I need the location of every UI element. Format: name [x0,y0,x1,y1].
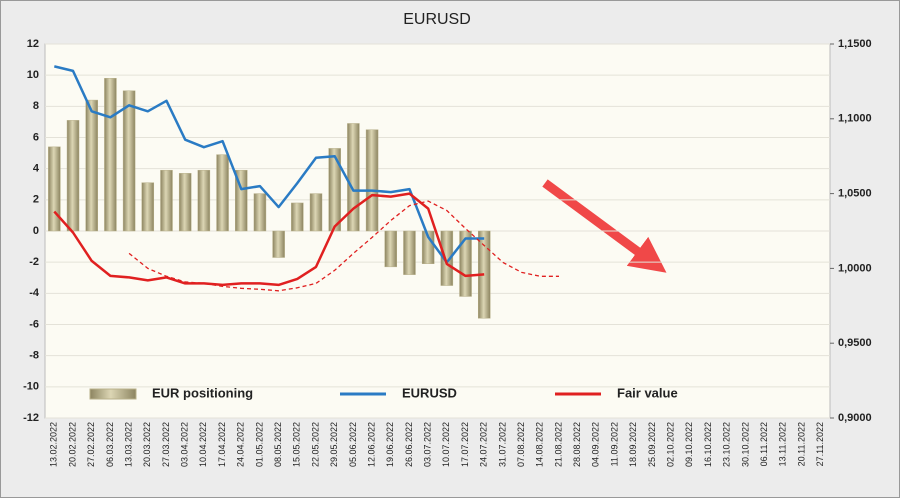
x-tick-label: 27.11.2022 [815,422,825,466]
x-tick-label: 12.06.2022 [366,422,376,467]
y-tick-label: -4 [29,287,40,299]
chart-title: EURUSD [403,11,471,28]
y2-tick-label: 1,0500 [838,188,872,200]
bar [235,169,248,232]
x-tick-label: 13.11.2022 [778,422,788,466]
bar [328,148,341,232]
x-tick-label: 03.04.2022 [180,422,190,467]
bar [347,123,360,232]
bar [85,99,98,232]
x-tick-label: 04.09.2022 [591,422,601,467]
x-tick-label: 06.11.2022 [759,422,769,466]
x-tick-label: 30.10.2022 [740,422,750,467]
x-tick-label: 05.06.2022 [348,422,358,467]
x-tick-label: 02.10.2022 [666,422,676,467]
bar [216,154,229,232]
bar [421,230,435,264]
x-tick-label: 06.03.2022 [105,422,115,467]
bar [253,193,267,232]
x-tick-label: 03.07.2022 [423,422,433,467]
bar [309,193,323,232]
x-tick-label: 24.04.2022 [236,422,246,467]
x-tick-label: 26.06.2022 [404,422,414,467]
x-tick-label: 23.10.2022 [722,422,732,467]
bar [178,173,192,232]
x-tick-label: 24.07.2022 [479,422,489,467]
x-tick-label: 16.10.2022 [703,422,713,467]
bar [291,202,304,232]
x-tick-label: 31.07.2022 [497,422,507,467]
y-tick-label: -6 [29,318,39,330]
y-tick-label: 6 [33,131,39,143]
y2-tick-label: 1,0000 [838,262,872,274]
x-tick-label: 22.05.2022 [310,422,320,467]
bar [197,169,211,232]
y-tick-label: -2 [29,256,39,268]
line-series [128,200,559,292]
x-tick-label: 20.02.2022 [67,422,77,467]
bar [48,146,61,232]
x-tick-label: 10.07.2022 [441,422,451,467]
y2-tick-label: 1,1000 [838,113,872,125]
bar [403,230,416,275]
x-tick-label: 07.08.2022 [516,422,526,467]
y-tick-label: -8 [29,350,39,362]
x-tick-label: 29.05.2022 [329,422,339,467]
bar [122,90,136,232]
x-tick-label: 27.03.2022 [161,422,171,467]
bar [104,78,117,232]
legend-label: Fair value [617,385,678,400]
y2-tick-label: 0,9000 [838,412,872,424]
line-series [53,192,485,287]
x-tick-label: 20.03.2022 [142,422,152,467]
y-tick-label: -12 [23,412,39,424]
x-tick-label: 08.05.2022 [273,422,283,467]
bar [141,182,155,232]
x-tick-label: 14.08.2022 [535,422,545,467]
y-tick-label: 8 [33,100,39,112]
x-tick-label: 17.04.2022 [217,422,227,467]
bar [365,129,379,232]
x-tick-label: 11.09.2022 [609,422,619,466]
bar [384,230,398,268]
x-tick-label: 17.07.2022 [460,422,470,467]
x-tick-label: 20.11.2022 [796,422,806,466]
x-tick-label: 25.09.2022 [647,422,657,467]
y-tick-label: 4 [33,163,40,175]
y-tick-label: 2 [33,194,39,206]
x-tick-label: 21.08.2022 [553,422,563,467]
y-tick-label: 10 [27,69,39,81]
bar [440,230,454,286]
bar [66,120,80,232]
bar [160,169,173,232]
y2-tick-label: 0,9500 [838,337,872,349]
bar [459,230,472,297]
x-tick-label: 27.02.2022 [86,422,96,467]
y2-tick-label: 1,1500 [838,38,872,50]
x-tick-label: 09.10.2022 [684,422,694,467]
arrow [542,179,667,273]
legend-swatch [89,388,137,400]
legend-label: EURUSD [402,385,457,400]
x-tick-label: 19.06.2022 [385,422,395,467]
y-tick-label: -10 [23,381,39,393]
bar [272,230,285,258]
x-tick-label: 28.08.2022 [572,422,582,467]
x-tick-label: 10.04.2022 [198,422,208,467]
y-tick-label: 12 [27,38,39,50]
x-tick-label: 15.05.2022 [292,422,302,467]
x-tick-label: 13.03.2022 [123,422,133,467]
x-tick-label: 13.02.2022 [49,422,59,467]
y-tick-label: 0 [33,225,39,237]
legend-label: EUR positioning [152,385,253,400]
x-tick-label: 18.09.2022 [628,422,638,467]
x-tick-label: 01.05.2022 [254,422,264,467]
